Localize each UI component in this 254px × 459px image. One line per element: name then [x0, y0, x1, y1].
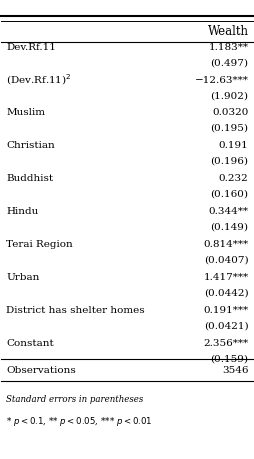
- Text: 1.417***: 1.417***: [203, 273, 248, 281]
- Text: Hindu: Hindu: [6, 207, 39, 216]
- Text: −12.63***: −12.63***: [194, 75, 248, 84]
- Text: 0.814***: 0.814***: [203, 240, 248, 249]
- Text: (0.497): (0.497): [210, 58, 248, 67]
- Text: (0.195): (0.195): [210, 124, 248, 133]
- Text: Standard errors in parentheses: Standard errors in parentheses: [6, 394, 143, 403]
- Text: Dev.Rf.11: Dev.Rf.11: [6, 43, 56, 51]
- Text: Christian: Christian: [6, 141, 55, 150]
- Text: (0.149): (0.149): [210, 222, 248, 231]
- Text: District has shelter homes: District has shelter homes: [6, 305, 145, 314]
- Text: 0.232: 0.232: [218, 174, 248, 183]
- Text: (1.902): (1.902): [210, 91, 248, 100]
- Text: (Dev.Rf.11)$^2$: (Dev.Rf.11)$^2$: [6, 73, 72, 87]
- Text: Urban: Urban: [6, 273, 40, 281]
- Text: 0.191***: 0.191***: [203, 305, 248, 314]
- Text: 1.183**: 1.183**: [208, 43, 248, 51]
- Text: 3546: 3546: [221, 365, 248, 374]
- Text: (0.196): (0.196): [210, 157, 248, 166]
- Text: 2.356***: 2.356***: [203, 338, 248, 347]
- Text: (0.160): (0.160): [210, 190, 248, 198]
- Text: Observations: Observations: [6, 365, 76, 374]
- Text: 0.191: 0.191: [218, 141, 248, 150]
- Text: Constant: Constant: [6, 338, 54, 347]
- Text: * $p < 0.1$, ** $p < 0.05$, *** $p < 0.01$: * $p < 0.1$, ** $p < 0.05$, *** $p < 0.0…: [6, 414, 152, 427]
- Text: Terai Region: Terai Region: [6, 240, 73, 249]
- Text: Buddhist: Buddhist: [6, 174, 53, 183]
- Text: 0.344**: 0.344**: [208, 207, 248, 216]
- Text: Wealth: Wealth: [207, 24, 248, 38]
- Text: Muslim: Muslim: [6, 108, 45, 117]
- Text: 0.0320: 0.0320: [211, 108, 248, 117]
- Text: (0.159): (0.159): [210, 354, 248, 363]
- Text: (0.0442): (0.0442): [203, 288, 248, 297]
- Text: (0.0407): (0.0407): [203, 255, 248, 264]
- Text: (0.0421): (0.0421): [203, 321, 248, 330]
